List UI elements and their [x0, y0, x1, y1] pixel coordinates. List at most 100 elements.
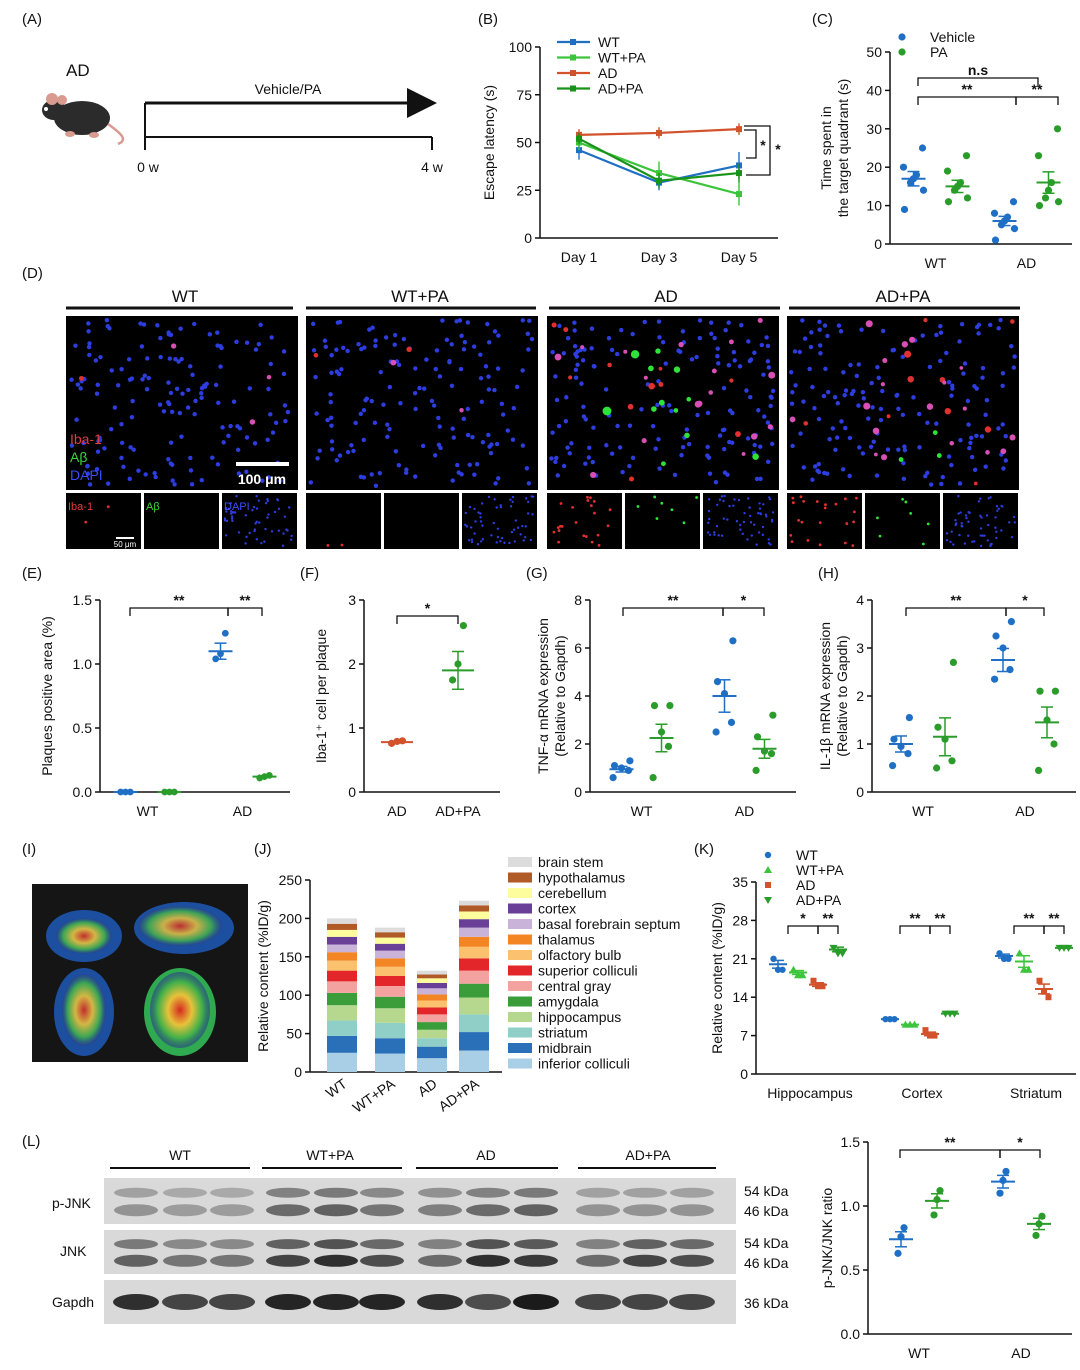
data-point	[1035, 202, 1044, 210]
data-point	[576, 135, 582, 142]
if-sub-background	[625, 493, 700, 549]
dapi-nucleus	[314, 411, 319, 416]
dapi-nucleus	[337, 453, 343, 458]
bar-segment-hippocampus	[417, 1029, 447, 1039]
data-point	[992, 632, 1000, 640]
dapi-nucleus	[158, 354, 163, 360]
iba1-signal	[904, 350, 912, 358]
dapi-nucleus	[529, 336, 535, 342]
chart-j-stacked-bar: 0 50 100 150 200 250 Relative content (%ID/g) W…	[255, 854, 680, 1116]
dapi-nucleus	[373, 343, 378, 349]
dapi-nucleus	[166, 332, 172, 337]
dapi-nucleus	[606, 336, 612, 341]
dapi-nucleus	[168, 440, 174, 445]
dapi-nucleus	[520, 443, 526, 448]
stain-signal	[797, 518, 801, 522]
dapi-nucleus	[705, 444, 710, 450]
blot-membrane	[104, 1178, 736, 1224]
panel-label-e: (E)	[22, 565, 42, 582]
stain-signal	[524, 497, 528, 500]
dapi-nucleus	[228, 423, 233, 429]
bar-segment-hippocampus	[327, 1005, 357, 1021]
dapi-nucleus	[765, 459, 771, 465]
stain-signal	[512, 528, 516, 531]
stain-signal	[904, 500, 908, 504]
stain-signal	[824, 503, 827, 507]
dapi-nucleus	[653, 446, 658, 451]
data-point	[890, 735, 898, 743]
iba1-signal	[170, 343, 177, 349]
stain-signal	[508, 541, 511, 545]
dapi-nucleus	[639, 407, 644, 412]
dapi-nucleus	[392, 332, 398, 338]
dapi-nucleus	[604, 443, 609, 448]
bar-segment-thalamus	[417, 994, 447, 1001]
stain-signal	[749, 521, 753, 524]
dapi-nucleus	[720, 427, 726, 433]
dapi-nucleus	[836, 323, 842, 328]
legend-label: PA	[930, 44, 948, 60]
dapi-nucleus	[358, 411, 363, 417]
group-header-wt-pa: WT+PA	[306, 287, 536, 310]
stain-signal	[481, 524, 484, 527]
dapi-nucleus	[310, 321, 316, 327]
dapi-nucleus	[758, 444, 763, 449]
dapi-nucleus	[372, 420, 378, 426]
stain-signal	[531, 513, 534, 516]
pet-sagittal-image	[134, 902, 234, 954]
dapi-nucleus	[676, 348, 681, 353]
bar-segment-brain-stem	[417, 970, 447, 975]
if-subpanel	[865, 493, 940, 549]
dapi-nucleus	[917, 411, 922, 417]
blot-pjnk	[104, 1178, 736, 1224]
data-point	[991, 675, 999, 683]
x-tick-label: AD	[1015, 803, 1034, 819]
dapi-nucleus	[902, 447, 908, 453]
dapi-nucleus	[553, 459, 558, 465]
bar-segment-hypothalamus	[327, 923, 357, 930]
blot-band	[313, 1294, 359, 1310]
significance-label: **	[174, 592, 185, 608]
stain-signal	[290, 538, 293, 541]
dapi-nucleus	[874, 473, 880, 478]
dapi-nucleus	[575, 362, 580, 367]
significance-label: *	[760, 137, 766, 153]
iba1-signal	[767, 424, 773, 430]
dapi-nucleus	[920, 333, 925, 338]
stain-signal	[926, 522, 930, 526]
dapi-nucleus	[265, 437, 270, 443]
dapi-nucleus	[938, 330, 944, 335]
dapi-nucleus	[87, 352, 92, 358]
dapi-nucleus	[487, 444, 492, 449]
data-point	[736, 170, 742, 177]
stain-signal	[227, 507, 231, 511]
legend-label: WT+PA	[598, 50, 646, 66]
blot-band	[314, 1187, 358, 1198]
dapi-nucleus	[860, 390, 866, 395]
stain-signal	[233, 511, 237, 514]
dapi-nucleus	[199, 391, 204, 396]
dapi-nucleus	[311, 348, 317, 353]
abeta-plaque	[602, 406, 612, 416]
dapi-nucleus	[450, 426, 455, 431]
dapi-nucleus	[563, 419, 569, 424]
stain-signal	[747, 497, 750, 500]
dapi-nucleus	[869, 380, 874, 386]
dapi-nucleus	[526, 481, 532, 486]
dapi-nucleus	[161, 409, 167, 414]
iba1-signal	[563, 327, 569, 333]
data-point	[1034, 152, 1043, 160]
y-tick-label: 28	[732, 912, 748, 928]
blot-band	[418, 1254, 462, 1267]
dapi-nucleus	[766, 365, 772, 370]
data-point	[990, 209, 999, 217]
dapi-nucleus	[527, 318, 532, 324]
dapi-nucleus	[817, 327, 822, 332]
abeta-plaque	[898, 457, 904, 462]
blot-band	[359, 1294, 405, 1310]
bar-segment-amygdala	[375, 996, 405, 1009]
data-point	[459, 622, 467, 630]
if-subpanel	[66, 493, 141, 549]
data-point	[948, 757, 956, 765]
legend-label: midbrain	[538, 1040, 592, 1056]
